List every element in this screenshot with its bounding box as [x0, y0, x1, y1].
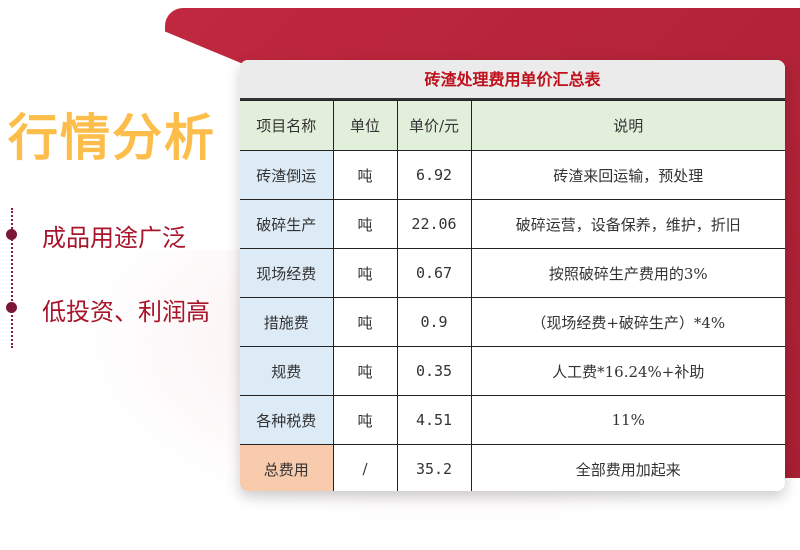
description-cell: 人工费*16.24%+补助 — [470, 346, 785, 396]
bullet-item: 成品用途广泛 — [42, 224, 186, 252]
price-cell: 35.2 — [396, 444, 472, 491]
item-name-cell: 破碎生产 — [240, 199, 334, 249]
unit-cell: 吨 — [332, 297, 398, 347]
price-cell: 6.92 — [396, 150, 472, 200]
unit-cell: 吨 — [332, 395, 398, 445]
bullet-dot — [6, 302, 17, 313]
price-cell: 4.51 — [396, 395, 472, 445]
description-cell: 11% — [470, 395, 785, 445]
header-cell: 单位 — [332, 100, 398, 151]
item-name-cell: 措施费 — [240, 297, 334, 347]
unit-cell: 吨 — [332, 248, 398, 298]
price-cell: 0.9 — [396, 297, 472, 347]
bullet-dot — [6, 229, 17, 240]
header-cell: 单价/元 — [396, 100, 472, 151]
unit-cell: / — [332, 444, 398, 491]
item-name-cell: 总费用 — [240, 444, 334, 491]
item-name-cell: 现场经费 — [240, 248, 334, 298]
table-row: 规费吨 0.35 人工费*16.24%+补助 — [240, 346, 785, 396]
price-cell: 22.06 — [396, 199, 472, 249]
price-cell: 0.67 — [396, 248, 472, 298]
unit-cell: 吨 — [332, 199, 398, 249]
description-cell: 破碎运营，设备保养，维护，折旧 — [470, 199, 785, 249]
table-row: 现场经费吨 0.67 按照破碎生产费用的3% — [240, 248, 785, 298]
table-row: 各种税费吨 4.51 11% — [240, 395, 785, 445]
headline: 行情分析 — [8, 109, 216, 167]
table-row: 破碎生产吨 22.06 破碎运营，设备保养，维护，折旧 — [240, 199, 785, 249]
cost-table: 项目名称 单位 单价/元 说明 砖渣倒运吨 6.92 砖渣来回运输，预处理 破碎生产吨… — [240, 100, 785, 491]
description-cell: 全部费用加起来 — [470, 444, 785, 491]
price-cell: 0.35 — [396, 346, 472, 396]
table-row: 砖渣倒运吨 6.92 砖渣来回运输，预处理 — [240, 150, 785, 200]
unit-cell: 吨 — [332, 346, 398, 396]
table-header-row: 项目名称 单位 单价/元 说明 — [240, 100, 785, 151]
description-cell: （现场经费+破碎生产）*4% — [470, 297, 785, 347]
description-cell: 砖渣来回运输，预处理 — [470, 150, 785, 200]
item-name-cell: 砖渣倒运 — [240, 150, 334, 200]
header-cell: 说明 — [470, 100, 785, 151]
description-cell: 按照破碎生产费用的3% — [470, 248, 785, 298]
table-row: 总费用/35.2 全部费用加起来 — [240, 444, 785, 491]
item-name-cell: 各种税费 — [240, 395, 334, 445]
table-row: 措施费吨 0.9 （现场经费+破碎生产）*4% — [240, 297, 785, 347]
item-name-cell: 规费 — [240, 346, 334, 396]
header-cell: 项目名称 — [240, 100, 334, 151]
table-title: 砖渣处理费用单价汇总表 — [240, 60, 785, 100]
cost-table-card: 砖渣处理费用单价汇总表 项目名称 单位 单价/元 说明 砖渣倒运吨 6.92 砖渣来… — [240, 60, 785, 491]
bullet-timeline — [11, 208, 13, 348]
unit-cell: 吨 — [332, 150, 398, 200]
bullet-item: 低投资、利润高 — [42, 298, 210, 326]
